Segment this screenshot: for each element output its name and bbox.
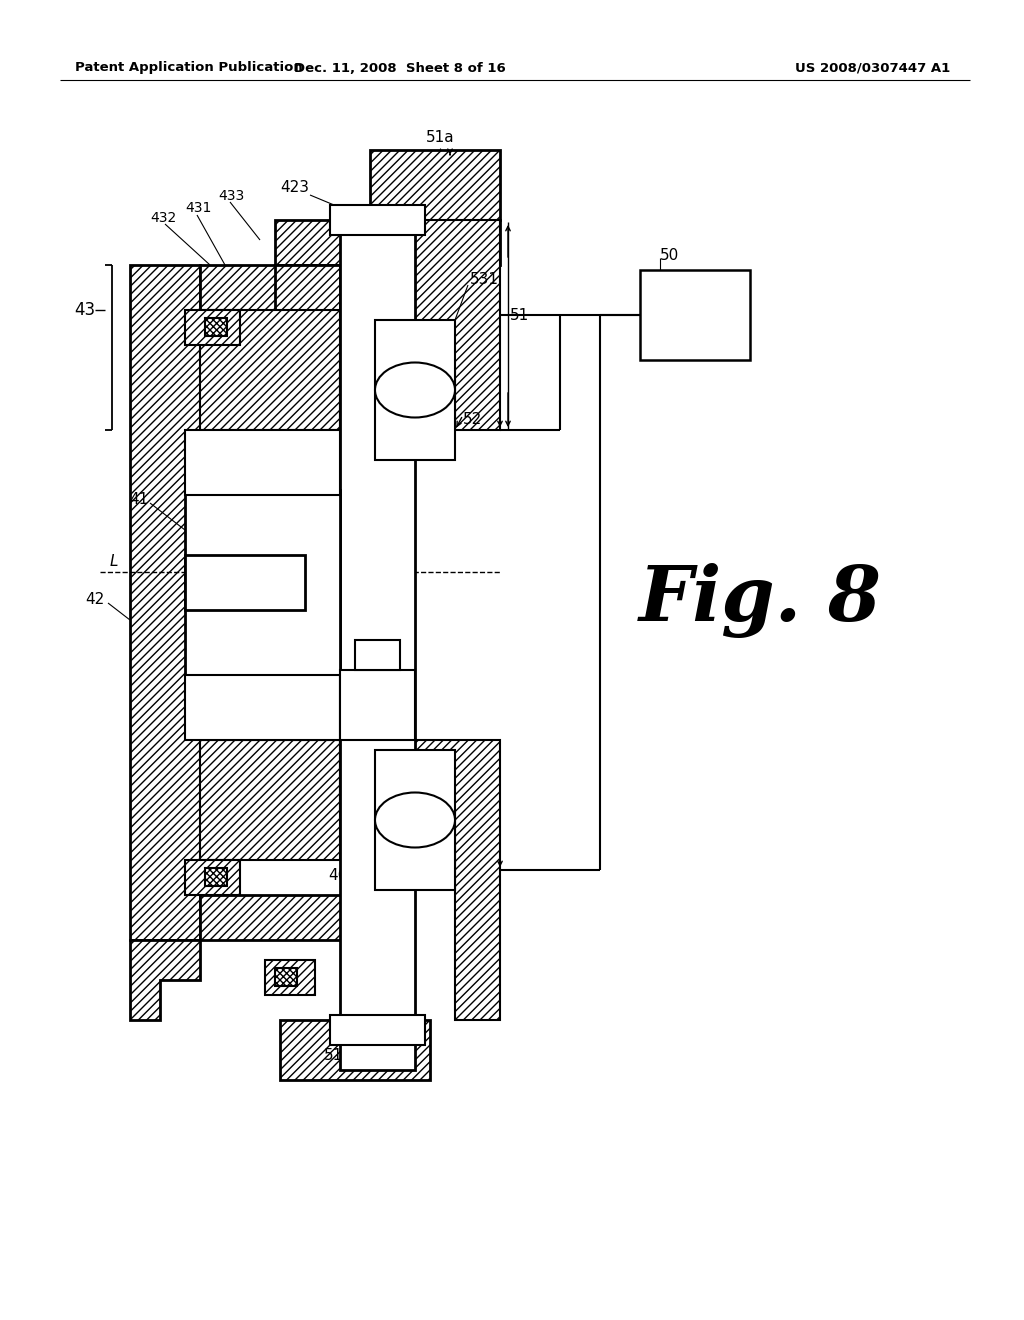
Bar (375, 319, 455, 459)
Text: 423: 423 (281, 181, 309, 195)
Bar (205, 318, 227, 337)
Ellipse shape (375, 792, 455, 847)
Polygon shape (415, 741, 500, 1020)
Polygon shape (200, 895, 370, 940)
Text: 43: 43 (74, 301, 95, 319)
Polygon shape (275, 220, 500, 265)
Text: 51: 51 (510, 308, 529, 322)
Text: 41: 41 (129, 492, 148, 507)
Bar (375, 750, 455, 890)
Ellipse shape (375, 363, 455, 417)
Bar (185, 675, 340, 741)
Text: 433: 433 (218, 189, 245, 203)
Polygon shape (185, 861, 240, 895)
Polygon shape (200, 741, 340, 861)
Polygon shape (340, 370, 415, 430)
Text: 531: 531 (410, 873, 439, 887)
Text: Dec. 11, 2008  Sheet 8 of 16: Dec. 11, 2008 Sheet 8 of 16 (294, 62, 506, 74)
Text: 32: 32 (310, 643, 330, 657)
Text: 51a: 51a (426, 131, 455, 145)
Text: 52: 52 (463, 412, 482, 428)
Text: 51a: 51a (324, 1048, 352, 1063)
Bar (330, 205, 425, 235)
Polygon shape (200, 265, 370, 310)
Text: 432: 432 (150, 211, 176, 224)
Bar (265, 960, 315, 995)
Text: US 2008/0307447 A1: US 2008/0307447 A1 (795, 62, 950, 74)
Text: L: L (110, 554, 118, 569)
Text: 50: 50 (660, 248, 679, 263)
Bar (275, 968, 297, 986)
Bar (205, 869, 227, 886)
Text: 46: 46 (329, 867, 348, 883)
Polygon shape (280, 1020, 430, 1080)
Polygon shape (185, 310, 240, 345)
Bar (340, 671, 415, 741)
Polygon shape (415, 220, 500, 430)
Polygon shape (370, 150, 500, 220)
Bar (185, 490, 340, 675)
Polygon shape (200, 310, 340, 430)
Polygon shape (130, 265, 200, 940)
Bar (640, 271, 750, 360)
Text: 531: 531 (393, 858, 422, 873)
Text: 531: 531 (470, 272, 499, 288)
Bar (330, 1015, 425, 1045)
Bar (355, 640, 400, 671)
Text: 431: 431 (185, 201, 211, 215)
Bar (340, 210, 415, 1071)
Bar (185, 554, 305, 610)
Text: 42: 42 (86, 593, 105, 607)
Polygon shape (340, 741, 415, 810)
Bar (185, 430, 340, 495)
Polygon shape (130, 940, 200, 1020)
Text: Patent Application Publication: Patent Application Publication (75, 62, 303, 74)
Text: Fig. 8: Fig. 8 (639, 562, 882, 638)
Polygon shape (275, 265, 340, 310)
